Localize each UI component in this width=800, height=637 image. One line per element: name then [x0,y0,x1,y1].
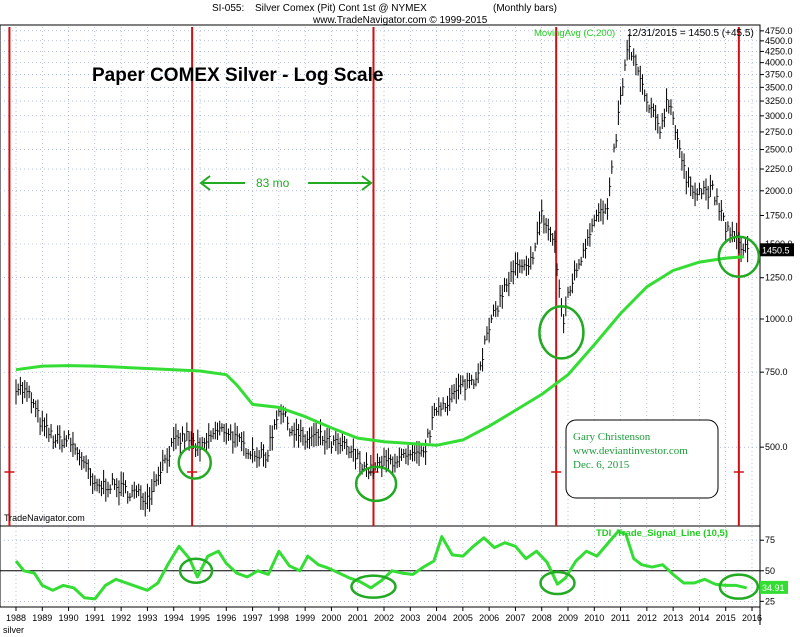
last-bar-info: 12/31/2015 = 1450.5 (+45.5) [627,28,754,39]
year-tick-label: 1994 [164,613,184,623]
circled-signal-low [350,574,397,599]
year-tick-label: 1991 [85,613,105,623]
year-tick-label: 2014 [689,613,709,623]
year-tick-label: 2002 [374,613,394,623]
signal-last-value-box: 34.91 [760,580,788,594]
year-tick-label: 2015 [716,613,736,623]
price-tick-label: 4500.0 [765,36,793,46]
trade-signal-line [14,530,748,601]
price-tick-label: 2000.0 [765,186,793,196]
author-name: Gary Christenson [573,431,651,443]
circled-signal-low [718,573,760,600]
price-tick-label: 1750.0 [765,211,793,221]
svg-text:1450.5: 1450.5 [762,245,790,255]
moving-average-label: MovingAvg (C,200) [534,28,615,39]
circled-low [177,445,212,480]
signal-tick-label: 50 [765,566,775,576]
year-tick-label: 2013 [663,613,683,623]
price-tick-label: 2750.0 [765,127,793,137]
price-tick-label: 3500.0 [765,82,793,92]
circled-signal-low [539,570,576,596]
year-tick-label: 2016 [742,613,762,623]
year-tick-label: 2003 [400,613,420,623]
header-period: (Monthly bars) [493,3,557,14]
header-description: Silver Comex (Pit) Cont 1st @ NYMEX [255,3,427,14]
year-tick-label: 2001 [348,613,368,623]
year-tick-label: 2005 [453,613,473,623]
svg-text:34.91: 34.91 [762,583,785,593]
price-tick-label: 750.0 [765,367,788,377]
header-copyright: www.TradeNavigator.com © 1999-2015 [312,15,488,26]
price-tick-label: 3000.0 [765,111,793,121]
symbol-footer: silver [3,625,24,635]
price-tick-label: 2500.0 [765,145,793,155]
cycle-length-annotation: 83 mo [199,175,373,191]
circled-low [717,235,761,279]
signal-tick-label: 25 [765,596,775,606]
year-tick-label: 1990 [59,613,79,623]
year-tick-label: 1988 [6,613,26,623]
price-tick-label: 3750.0 [765,70,793,80]
header-symbol: SI-055: [212,3,244,14]
price-tick-label: 1000.0 [765,314,793,324]
year-tick-label: 1993 [137,613,157,623]
year-tick-label: 2012 [637,613,657,623]
year-tick-label: 2008 [532,613,552,623]
price-last-value-box: 1450.5 [760,243,794,257]
signal-tick-label: 75 [765,535,775,545]
year-tick-label: 2010 [584,613,604,623]
price-tick-label: 500.0 [765,442,788,452]
cycle-length-label: 83 mo [256,176,290,190]
price-tick-label: 3250.0 [765,96,793,106]
year-tick-label: 2004 [427,613,447,623]
moving-average-line [15,255,745,447]
price-tick-label: 4750.0 [765,26,793,36]
year-tick-label: 1998 [269,613,289,623]
circled-low [538,305,585,360]
year-tick-label: 2006 [479,613,499,623]
year-tick-label: 1999 [295,613,315,623]
price-tick-label: 4000.0 [765,58,793,68]
tradenavigator-watermark: TradeNavigator.com [4,513,85,523]
year-tick-label: 1989 [32,613,52,623]
year-tick-label: 1995 [190,613,210,623]
chart-title: Paper COMEX Silver - Log Scale [92,65,383,86]
circled-signal-low [178,557,214,585]
year-tick-label: 1992 [111,613,131,623]
author-note: Gary Christenson www.deviantinvestor.com… [565,419,719,499]
signal-indicator-label: TDI_Trade_Signal_Line (10,5) [596,528,728,539]
year-tick-label: 2000 [321,613,341,623]
year-tick-label: 2009 [558,613,578,623]
author-website: www.deviantinvestor.com [573,445,688,457]
price-tick-label: 4250.0 [765,46,793,56]
circled-low [354,465,398,503]
note-date: Dec. 6, 2015 [573,459,630,471]
price-tick-label: 1250.0 [765,273,793,283]
year-tick-label: 2011 [611,613,630,623]
year-tick-label: 1996 [216,613,236,623]
year-tick-label: 2007 [505,613,525,623]
year-tick-label: 1997 [243,613,263,623]
price-tick-label: 2250.0 [765,164,793,174]
